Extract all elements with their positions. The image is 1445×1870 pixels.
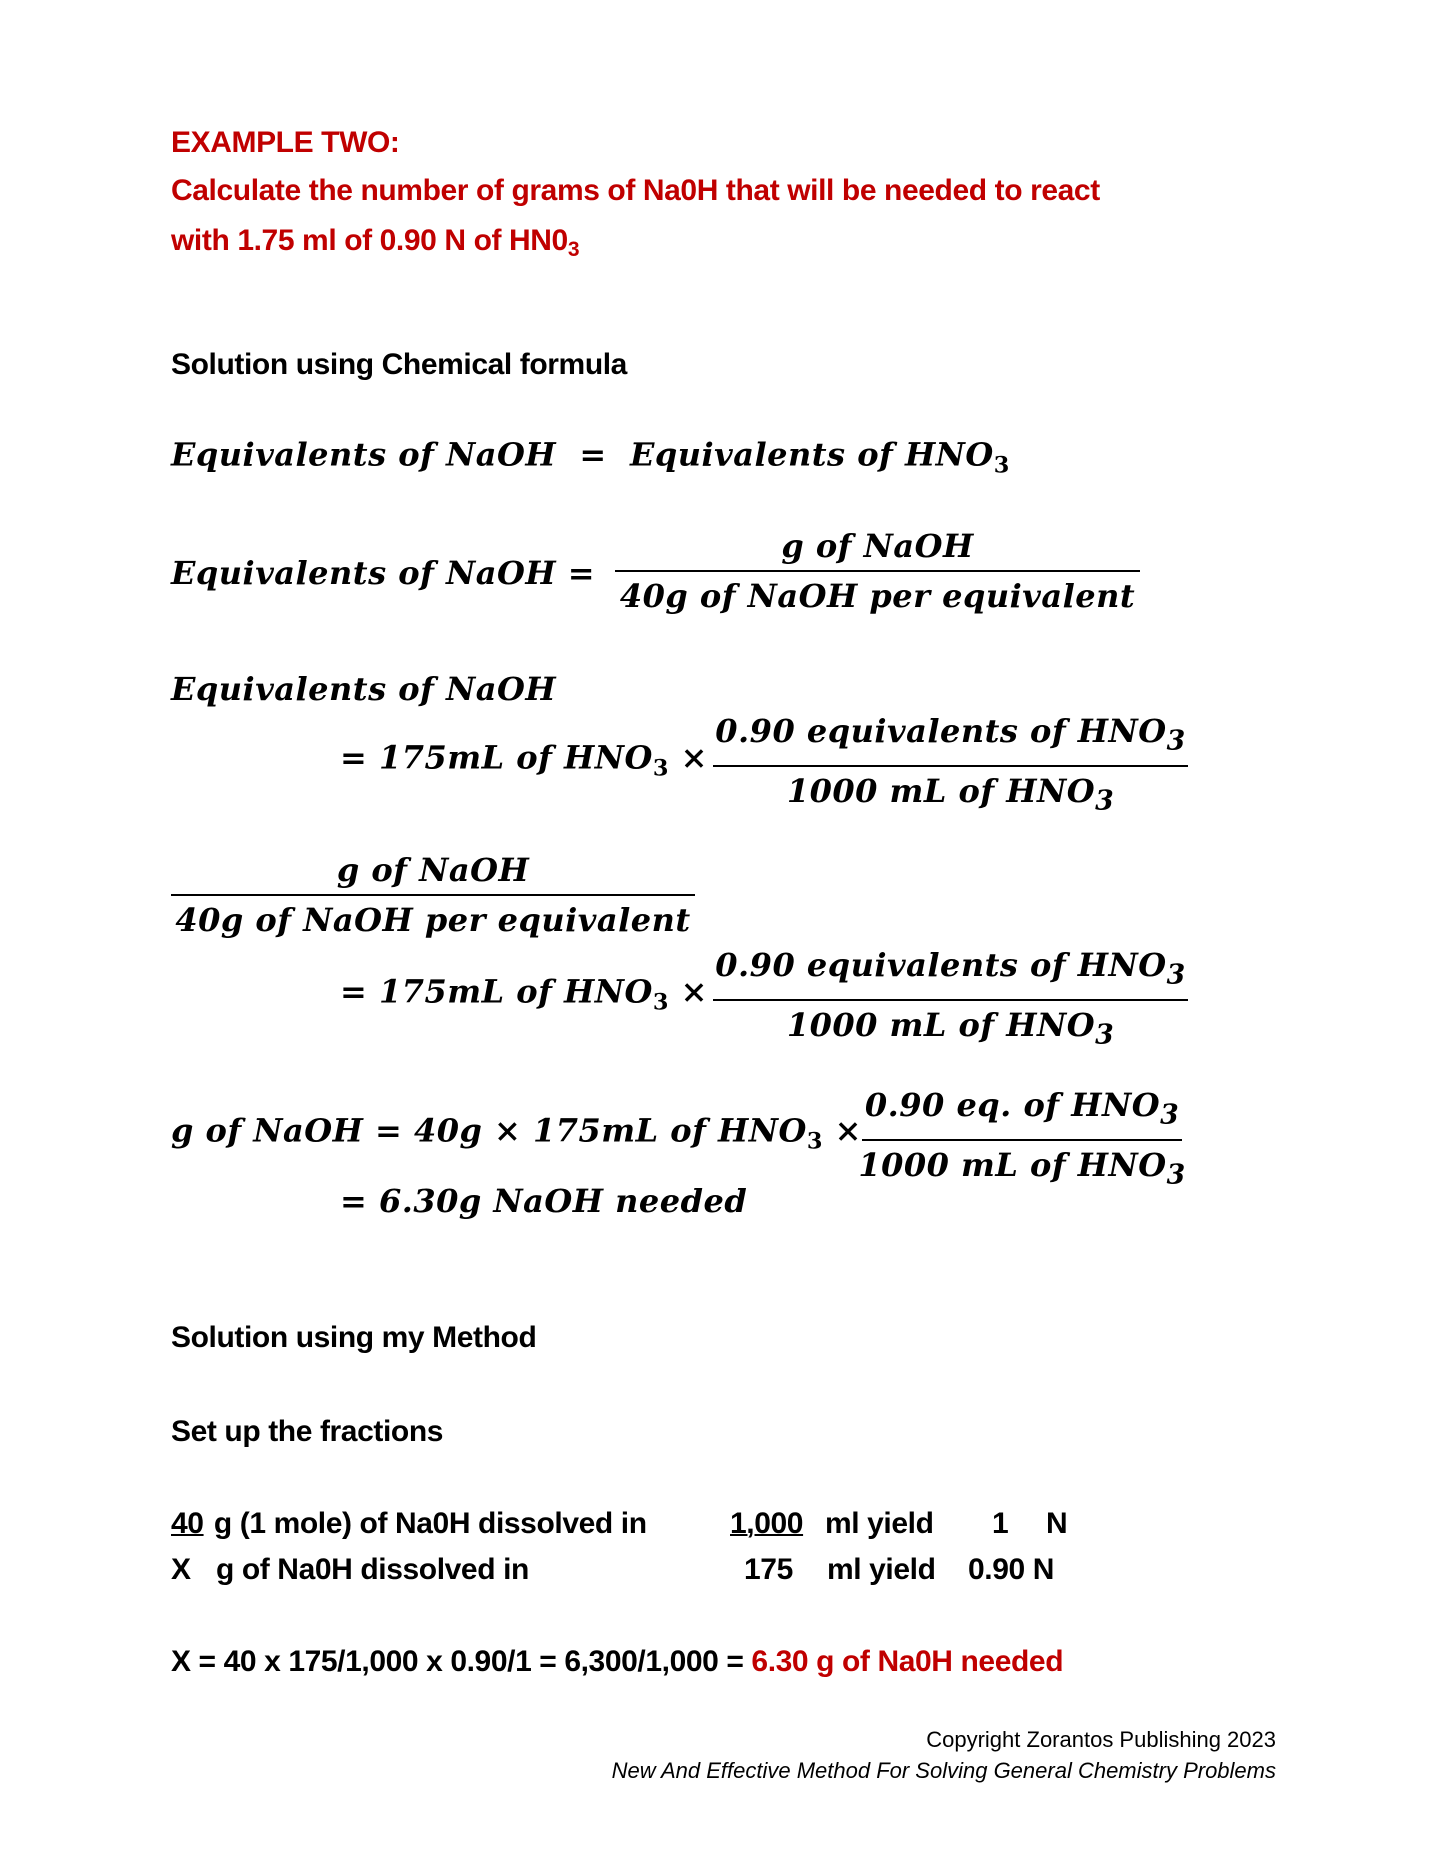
eq-text: 0.90 equivalents of HNO [715,946,1167,984]
equation-2-lhs: Equivalents of NaOH = [171,554,596,592]
numerator: g of NaOH [781,527,974,565]
denominator: 40g of NaOH per equivalent [619,577,1136,615]
subscript: 3 [1166,725,1186,757]
eq-text: 1000 mL of HNO [786,772,1096,811]
equation-2-fraction: g of NaOH 40g of NaOH per equivalent [615,522,1140,620]
fraction-bar [615,570,1140,572]
section-subtitle: Set up the fractions [171,1415,444,1448]
equation-3-fraction: 0.90 equivalents of HNO3 1000 mL of HNO3 [713,707,1188,826]
copyright: Copyright Zorantos Publishing 2023 [926,1727,1276,1752]
calculation: X = 40 x 175/1,000 x 0.90/1 = 6,300/1,00… [171,1645,1064,1679]
row2-normality: 0.90 N [968,1553,1054,1586]
denominator: 1000 mL of HNO3 [858,1141,1185,1199]
section-title-my-method: Solution using my Method [171,1321,537,1354]
subscript: 3 [1160,1099,1180,1131]
subscript: 3 [1095,1019,1115,1051]
fraction-bar [713,999,1188,1002]
section-title-chemical-formula: Solution using Chemical formula [171,348,627,381]
numerator: 0.90 eq. of HNO3 [865,1081,1179,1139]
denominator: 1000 mL of HNO3 [787,1001,1114,1059]
fraction-bar [713,765,1188,768]
times-sign: × [668,738,708,777]
calculation-text: X = 40 x 175/1,000 x 0.90/1 = 6,300/1,00… [171,1645,752,1678]
problem-line-1: Calculate the number of grams of Na0H th… [171,174,1100,207]
subscript: 3 [993,452,1010,479]
row2-mass: X [171,1553,191,1586]
numerator: 0.90 equivalents of HNO3 [715,941,1185,999]
subscript: 3 [1095,785,1115,817]
numerator: g of NaOH [336,851,530,889]
problem-text: with 1.75 ml of 0.90 N of HN0 [171,223,568,257]
subscript: 3 [652,989,669,1016]
row2-unit: ml yield [827,1553,936,1586]
eq-text: Equivalents of NaOH = Equivalents of HNO [171,435,994,474]
eq-text: g of NaOH = 40g × 175mL of HNO [171,1111,807,1150]
subscript: 3 [1166,1159,1186,1191]
answer: 6.30 g of Na0H needed [751,1645,1064,1678]
subscript: 3 [1166,959,1186,991]
row1-volume: 1,000 [730,1507,804,1540]
equation-5-fraction: 0.90 eq. of HNO3 1000 mL of HNO3 [858,1081,1185,1200]
equation-5-result: = 6.30g NaOH needed [340,1182,748,1220]
equation-4-rhs: = 175mL of HNO3 × [340,973,708,1016]
eq-text: = 175mL of HNO [340,972,653,1011]
eq-text: 1000 mL of HNO [786,1006,1096,1045]
row1-mass: 40 [171,1507,204,1540]
equation-1: Equivalents of NaOH = Equivalents of HNO… [171,436,1010,479]
row2-text: g of Na0H dissolved in [216,1553,529,1586]
eq-text: 0.90 eq. of HNO [864,1086,1161,1124]
equation-4-fraction: 0.90 equivalents of HNO3 1000 mL of HNO3 [713,941,1188,1060]
row1-text: g (1 mole) of Na0H dissolved in [206,1507,647,1540]
eq-text: 1000 mL of HNO [858,1146,1167,1185]
fraction-bar [171,894,695,896]
eq-text: 0.90 equivalents of HNO [715,712,1167,750]
book-title: New And Effective Method For Solving Gen… [611,1758,1276,1783]
equation-3-lhs: Equivalents of NaOH [171,670,557,708]
equation-4-lhs-fraction: g of NaOH 40g of NaOH per equivalent [171,846,695,944]
row1-normality: 1 [992,1507,1009,1540]
subscript: 3 [806,1128,823,1155]
example-heading: EXAMPLE TWO: [171,126,400,159]
denominator: 1000 mL of HNO3 [787,767,1114,825]
row1-normality-unit: N [1046,1507,1068,1540]
equation-3-rhs: = 175mL of HNO3 × [340,739,708,782]
subscript: 3 [567,238,580,262]
row2-volume: 175 [744,1553,793,1586]
eq-text: = 175mL of HNO [340,738,653,777]
times-sign: × [668,972,708,1011]
times-sign: × [822,1111,862,1150]
subscript: 3 [652,755,669,782]
row1-unit: ml yield [825,1507,934,1540]
denominator: 40g of NaOH per equivalent [175,901,691,939]
problem-line-2: with 1.75 ml of 0.90 N of HN03 [171,223,580,262]
fraction-bar [862,1139,1182,1142]
equation-5-lhs: g of NaOH = 40g × 175mL of HNO3 × [171,1112,862,1155]
numerator: 0.90 equivalents of HNO3 [715,707,1185,765]
